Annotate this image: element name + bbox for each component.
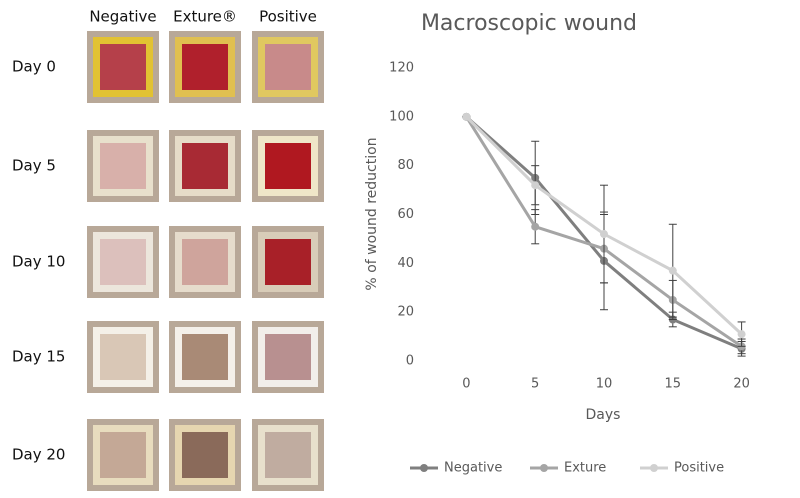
point — [462, 112, 471, 121]
row-label: Day 10 — [12, 253, 65, 271]
x-tick-label: 0 — [462, 377, 470, 392]
y-tick-label: 40 — [397, 256, 414, 271]
x-tick-label: 10 — [596, 377, 613, 392]
column-label: Exture® — [173, 8, 237, 26]
photo-wound — [182, 432, 228, 478]
y-axis-label: % of wound reduction — [364, 137, 380, 290]
row-label: Day 15 — [12, 348, 65, 366]
row-label: Day 5 — [12, 157, 56, 175]
y-tick-label: 80 — [397, 158, 414, 173]
photo-wound — [265, 239, 311, 285]
point — [531, 181, 540, 190]
y-tick-label: 120 — [389, 61, 414, 76]
photo-wound — [182, 334, 228, 380]
legend-label: Negative — [444, 461, 502, 476]
point — [668, 266, 677, 275]
legend-label: Exture — [564, 461, 606, 476]
photo-wound — [265, 334, 311, 380]
y-tick-label: 60 — [397, 207, 414, 222]
photo-wound — [100, 143, 146, 189]
photo-wound — [100, 239, 146, 285]
photo-wound — [265, 143, 311, 189]
row-label: Day 0 — [12, 58, 56, 76]
legend-marker — [420, 464, 428, 472]
photo-wound — [100, 432, 146, 478]
chart-title: Macroscopic wound — [421, 11, 637, 36]
x-tick-label: 20 — [733, 377, 750, 392]
legend-marker — [540, 464, 548, 472]
point — [600, 230, 608, 239]
photo-wound — [265, 432, 311, 478]
photo-wound — [265, 44, 311, 90]
photo-wound — [182, 44, 228, 90]
legend-label: Positive — [674, 461, 724, 476]
photo-wound — [100, 334, 146, 380]
column-label: Negative — [89, 8, 156, 26]
photo-wound — [182, 239, 228, 285]
y-tick-label: 100 — [389, 109, 414, 124]
x-tick-label: 15 — [665, 377, 682, 392]
photo-wound — [100, 44, 146, 90]
row-label: Day 20 — [12, 446, 65, 464]
y-tick-label: 20 — [397, 305, 414, 320]
point — [531, 222, 540, 231]
photo-wound — [182, 143, 228, 189]
column-label: Positive — [259, 8, 317, 26]
x-tick-label: 5 — [531, 377, 539, 392]
x-axis-label: Days — [586, 407, 621, 423]
legend-marker — [650, 464, 658, 472]
y-tick-label: 0 — [406, 354, 414, 369]
point — [737, 330, 746, 339]
